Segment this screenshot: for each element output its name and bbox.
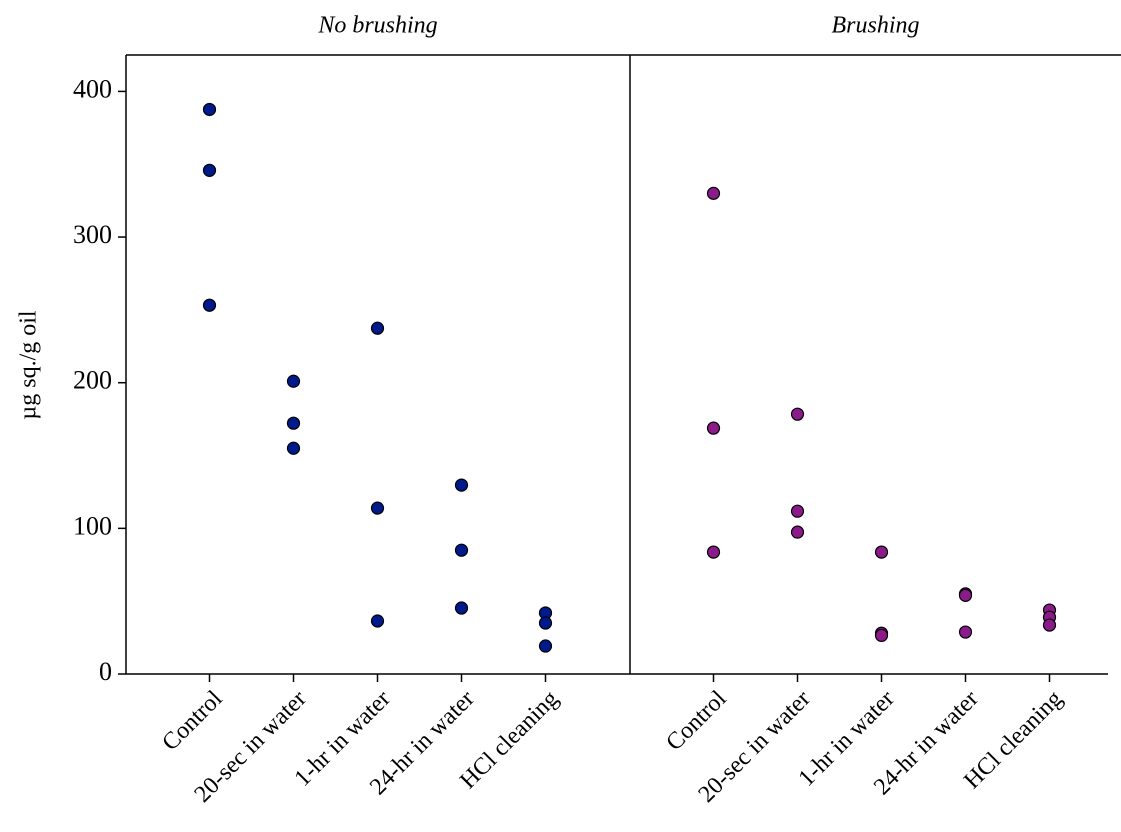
panel-title: Brushing <box>831 13 919 39</box>
dot <box>874 628 889 643</box>
dot <box>706 186 721 200</box>
dot <box>286 416 301 430</box>
x-tick-label: Control <box>661 686 731 756</box>
dot <box>790 407 805 421</box>
dot <box>958 625 973 639</box>
dot <box>286 441 301 455</box>
dot <box>454 543 469 557</box>
panel-title: No brushing <box>317 13 437 39</box>
y-tick-label: 100 <box>73 511 112 540</box>
dot <box>790 525 805 539</box>
dot <box>874 545 889 559</box>
y-tick-label: 300 <box>73 220 112 249</box>
y-tick-label: 400 <box>73 74 112 103</box>
dot <box>706 545 721 559</box>
dot <box>454 601 469 615</box>
dot <box>370 321 385 335</box>
dot <box>370 614 385 628</box>
y-axis-label: µg sq./g oil <box>16 310 42 420</box>
x-tick-label: Control <box>157 686 227 756</box>
dot <box>202 163 217 177</box>
dot <box>286 374 301 388</box>
dot <box>202 102 217 117</box>
y-tick-label: 200 <box>73 366 112 395</box>
dot <box>1042 618 1057 632</box>
dot <box>370 501 385 515</box>
dot <box>538 639 553 653</box>
dot <box>790 504 805 518</box>
dot <box>538 616 553 630</box>
dot <box>454 478 469 492</box>
dot <box>202 298 217 312</box>
y-tick-label: 0 <box>99 657 112 686</box>
dot <box>958 588 973 602</box>
dot <box>706 421 721 435</box>
